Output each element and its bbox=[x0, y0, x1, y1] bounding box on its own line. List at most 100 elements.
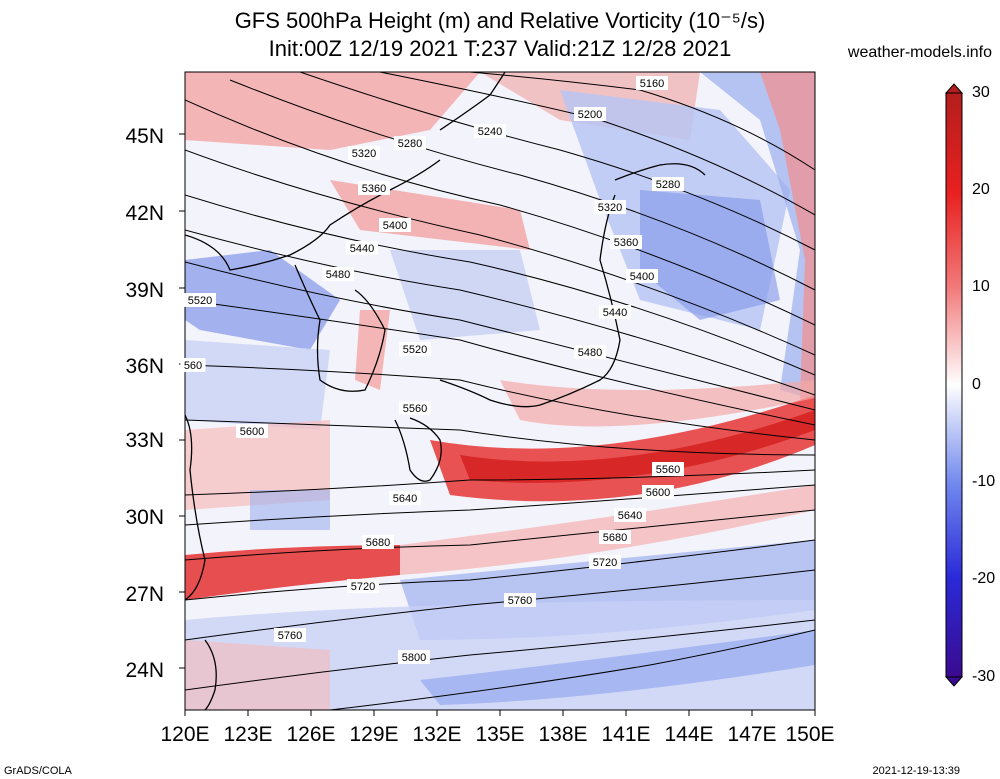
svg-text:5320: 5320 bbox=[598, 202, 622, 214]
contour-label: 5720 bbox=[589, 555, 621, 569]
contour-label: 5240 bbox=[474, 124, 506, 138]
contour-label: 560 bbox=[180, 358, 206, 372]
contour-label: 5480 bbox=[322, 267, 354, 281]
lon-label: 138E bbox=[538, 723, 588, 746]
svg-text:5760: 5760 bbox=[278, 630, 302, 642]
chart-subtitle: Init:00Z 12/19 2021 T:237 Valid:21Z 12/2… bbox=[268, 36, 732, 61]
colorbar-top-arrow bbox=[944, 83, 964, 94]
colorbar-tick-label: 10 bbox=[972, 278, 990, 295]
contour-label: 5440 bbox=[599, 305, 631, 319]
contour-label: 5400 bbox=[379, 218, 411, 232]
colorbar-tick-label: -20 bbox=[972, 570, 996, 587]
svg-text:5480: 5480 bbox=[326, 269, 350, 281]
height-contour-line bbox=[185, 539, 815, 601]
colorbar-bottom-arrow bbox=[944, 676, 964, 687]
lon-label: 126E bbox=[286, 723, 336, 746]
colorbar-tick-label: 20 bbox=[972, 181, 990, 198]
svg-text:5400: 5400 bbox=[383, 220, 407, 232]
contour-label: 5320 bbox=[594, 200, 626, 214]
height-contour-line bbox=[185, 484, 815, 526]
lon-label: 144E bbox=[664, 723, 714, 746]
contour-label: 5200 bbox=[574, 107, 606, 121]
svg-text:5560: 5560 bbox=[403, 403, 427, 415]
height-contour-line bbox=[299, 72, 815, 251]
lon-label: 147E bbox=[727, 723, 777, 746]
lon-label: 150E bbox=[785, 723, 835, 746]
lon-label: 132E bbox=[412, 723, 462, 746]
height-contour-line bbox=[185, 619, 815, 691]
contour-label: 5280 bbox=[652, 177, 684, 191]
svg-text:5720: 5720 bbox=[593, 557, 617, 569]
lon-label: 141E bbox=[601, 723, 651, 746]
svg-text:5720: 5720 bbox=[351, 581, 375, 593]
lon-label: 135E bbox=[475, 723, 525, 746]
contour-label: 5680 bbox=[599, 530, 631, 544]
contour-label: 5600 bbox=[642, 485, 674, 499]
svg-text:5200: 5200 bbox=[578, 109, 602, 121]
svg-text:5360: 5360 bbox=[362, 183, 386, 195]
svg-text:5520: 5520 bbox=[403, 344, 427, 356]
height-contour-line bbox=[185, 299, 815, 426]
lat-label: 33N bbox=[125, 429, 164, 452]
svg-text:5240: 5240 bbox=[478, 126, 502, 138]
lon-label: 123E bbox=[223, 723, 273, 746]
lat-label: 42N bbox=[125, 202, 164, 225]
lat-label: 24N bbox=[125, 659, 164, 682]
svg-text:5400: 5400 bbox=[630, 271, 654, 283]
height-contour-line bbox=[185, 364, 815, 441]
colorbar-tick-label: -30 bbox=[972, 668, 996, 685]
footer-credit: GrADS/COLA bbox=[4, 765, 72, 777]
contour-label: 5600 bbox=[236, 424, 268, 438]
contour-label: 5400 bbox=[626, 269, 658, 283]
contour-label: 5440 bbox=[346, 241, 378, 255]
vorticity-field bbox=[185, 72, 815, 710]
svg-text:5760: 5760 bbox=[508, 595, 532, 607]
lon-label: 129E bbox=[349, 723, 399, 746]
chart-title: GFS 500hPa Height (m) and Relative Vorti… bbox=[234, 8, 766, 33]
contour-label: 5520 bbox=[399, 342, 431, 356]
lat-label: 39N bbox=[125, 279, 164, 302]
contour-label: 5640 bbox=[389, 491, 421, 505]
contour-label: 5560 bbox=[399, 401, 431, 415]
height-contour-line bbox=[185, 261, 815, 411]
height-contours bbox=[185, 72, 815, 710]
svg-text:5640: 5640 bbox=[393, 493, 417, 505]
contour-label: 5360 bbox=[358, 181, 390, 195]
height-contour-line bbox=[185, 419, 815, 456]
contour-label: 5520 bbox=[184, 293, 216, 307]
lat-label: 36N bbox=[125, 355, 164, 378]
svg-text:5160: 5160 bbox=[640, 78, 664, 90]
contour-label: 5280 bbox=[394, 136, 426, 150]
svg-text:5440: 5440 bbox=[350, 243, 374, 255]
svg-text:5680: 5680 bbox=[603, 532, 627, 544]
height-contour-line bbox=[185, 509, 815, 561]
contour-label: 5760 bbox=[504, 593, 536, 607]
svg-text:5600: 5600 bbox=[240, 426, 264, 438]
svg-text:5480: 5480 bbox=[578, 347, 602, 359]
contour-label: 5720 bbox=[347, 579, 379, 593]
colorbar-tick-label: -10 bbox=[972, 473, 996, 490]
height-contour-line bbox=[185, 149, 815, 356]
contour-label: 5680 bbox=[362, 535, 394, 549]
colorbar-tick-label: 0 bbox=[972, 376, 981, 393]
svg-text:5440: 5440 bbox=[603, 307, 627, 319]
contour-label: 5360 bbox=[610, 235, 642, 249]
svg-text:5800: 5800 bbox=[402, 652, 426, 664]
contour-label: 5760 bbox=[274, 628, 306, 642]
height-contour-line bbox=[185, 569, 815, 641]
height-contour-line bbox=[185, 99, 815, 326]
lon-label: 120E bbox=[160, 723, 210, 746]
contour-label: 5560 bbox=[652, 462, 684, 476]
svg-text:5360: 5360 bbox=[614, 237, 638, 249]
height-contour-line bbox=[229, 79, 815, 291]
svg-text:5280: 5280 bbox=[656, 179, 680, 191]
contour-label: 5160 bbox=[636, 76, 668, 90]
height-contour-line bbox=[185, 469, 815, 496]
lat-label: 45N bbox=[125, 125, 164, 148]
footer-timestamp: 2021-12-19-13:39 bbox=[872, 765, 960, 777]
svg-text:560: 560 bbox=[184, 360, 202, 372]
contour-label: 5640 bbox=[614, 508, 646, 522]
svg-text:5520: 5520 bbox=[188, 295, 212, 307]
lat-label: 30N bbox=[125, 506, 164, 529]
